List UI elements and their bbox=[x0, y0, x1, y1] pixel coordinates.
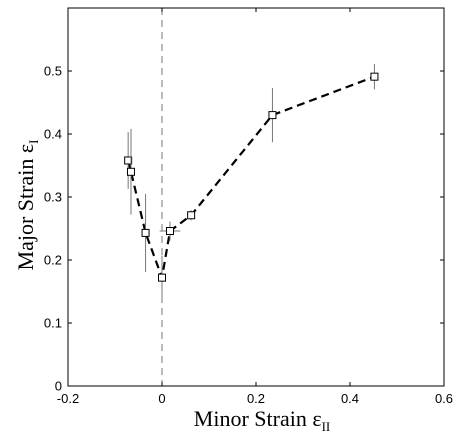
plot-area bbox=[124, 8, 379, 386]
x-tick-label: 0.2 bbox=[247, 391, 265, 406]
data-point bbox=[158, 273, 166, 282]
axes-frame bbox=[67, 7, 445, 387]
x-tick-label: 0.6 bbox=[435, 391, 453, 406]
data-point bbox=[141, 228, 150, 237]
data-point bbox=[268, 111, 277, 120]
y-tick-label: 0.1 bbox=[44, 316, 62, 331]
y-axis-label: Major Strain εI bbox=[13, 140, 41, 271]
x-tick-label: -0.2 bbox=[57, 391, 79, 406]
x-axis-label: Minor Strain εII bbox=[194, 406, 330, 434]
data-point bbox=[165, 227, 174, 236]
data-point bbox=[370, 72, 379, 81]
y-tick-label: 0.3 bbox=[44, 190, 62, 205]
data-point bbox=[126, 167, 135, 176]
data-point bbox=[187, 211, 196, 220]
series-line bbox=[127, 75, 375, 282]
data-point bbox=[124, 156, 133, 165]
x-tick-label: 0 bbox=[158, 391, 165, 406]
y-tick-label: 0 bbox=[55, 379, 62, 394]
y-tick-label: 0.2 bbox=[44, 253, 62, 268]
x-tick-label: 0.4 bbox=[341, 391, 359, 406]
axes: -0.2 0 0.2 0.4 0.600.10.20.30.40.5 bbox=[44, 7, 453, 406]
y-tick-label: 0.5 bbox=[44, 64, 62, 79]
y-tick-label: 0.4 bbox=[44, 127, 62, 142]
